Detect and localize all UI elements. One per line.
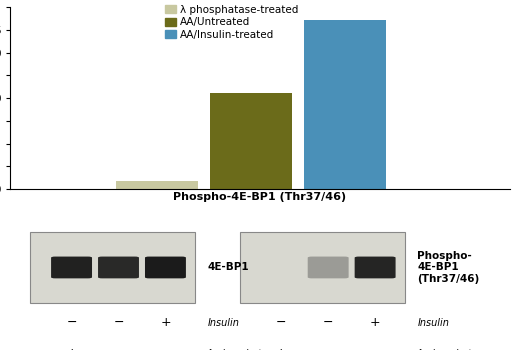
Text: −: − xyxy=(160,347,171,350)
Text: −: − xyxy=(113,316,124,329)
Text: −: − xyxy=(323,316,333,329)
Bar xyxy=(210,93,292,189)
FancyBboxPatch shape xyxy=(98,257,139,278)
Text: −: − xyxy=(113,347,124,350)
FancyBboxPatch shape xyxy=(355,257,396,278)
Text: Phospho-
4E-BP1
(Thr37/46): Phospho- 4E-BP1 (Thr37/46) xyxy=(417,251,479,284)
Text: −: − xyxy=(67,316,77,329)
FancyBboxPatch shape xyxy=(145,257,186,278)
Text: −: − xyxy=(276,316,287,329)
Text: λ phosphatase: λ phosphatase xyxy=(417,349,489,350)
FancyBboxPatch shape xyxy=(51,257,92,278)
Text: +: + xyxy=(66,347,77,350)
Text: Insulin: Insulin xyxy=(417,318,449,328)
Text: −: − xyxy=(323,347,333,350)
Text: λ phosphatase: λ phosphatase xyxy=(207,349,279,350)
Text: +: + xyxy=(276,347,287,350)
X-axis label: Phospho-4E-BP1 (Thr37/46): Phospho-4E-BP1 (Thr37/46) xyxy=(174,192,346,202)
FancyBboxPatch shape xyxy=(30,232,195,302)
Text: 4E-BP1: 4E-BP1 xyxy=(207,262,249,272)
Legend: λ phosphatase-treated, AA/Untreated, AA/Insulin-treated: λ phosphatase-treated, AA/Untreated, AA/… xyxy=(165,5,298,40)
FancyBboxPatch shape xyxy=(240,232,405,302)
Bar xyxy=(116,181,198,189)
Text: +: + xyxy=(160,316,171,329)
Text: +: + xyxy=(370,316,381,329)
Bar xyxy=(304,20,386,189)
FancyBboxPatch shape xyxy=(308,257,348,278)
Text: Insulin: Insulin xyxy=(207,318,239,328)
Text: −: − xyxy=(370,347,380,350)
